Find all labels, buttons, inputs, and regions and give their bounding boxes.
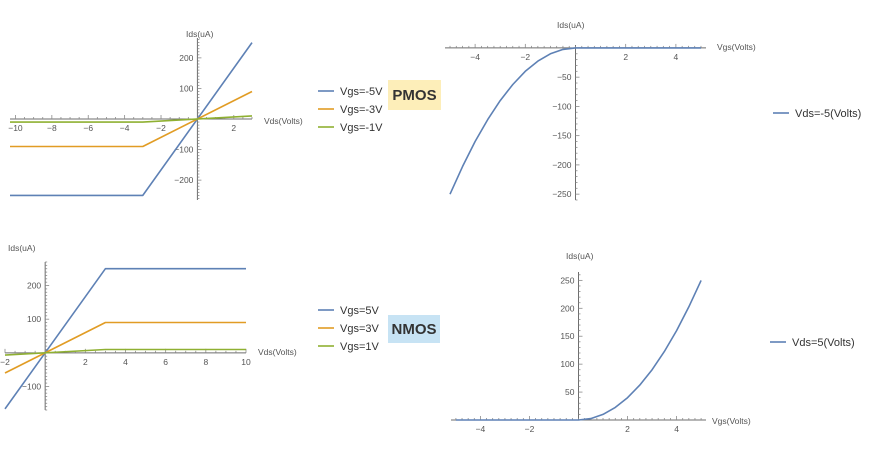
x-tick-label: 4 [674, 52, 679, 62]
y-tick-label: −150 [552, 131, 571, 141]
x-tick-label: 6 [163, 357, 168, 367]
x-axis-label: Vds(Volts) [258, 347, 297, 357]
legend-label: Vds=-5(Volts) [795, 108, 861, 120]
x-tick-label: −4 [120, 123, 130, 133]
y-tick-label: −100 [174, 145, 193, 155]
y-tick-label: 200 [560, 303, 574, 313]
badge-background [388, 315, 440, 343]
series-line-1 [10, 42, 253, 197]
x-tick-label: −4 [476, 424, 486, 434]
y-tick-label: 200 [27, 281, 41, 291]
y-tick-label: 250 [560, 275, 574, 285]
x-tick-label: 2 [231, 123, 236, 133]
x-tick-label: −6 [83, 123, 93, 133]
y-tick-label: 100 [560, 359, 574, 369]
chart-panel-3: −2 2 4 6 8 10 −100 100 200 Vds(Volts) Ids(uA) Vgs=5… [0, 243, 440, 411]
series-line-2 [10, 90, 253, 148]
x-tick-label: −2 [156, 123, 166, 133]
x-tick-label: 2 [623, 52, 628, 62]
x-tick-label: −2 [520, 52, 530, 62]
chart-panel-4: −4 −2 2 4 50 100 150 200 250 Vgs(Volts) Ids(uA) Vds… [451, 251, 855, 434]
y-tick-label: −250 [552, 189, 571, 199]
x-axis-label: Vds(Volts) [264, 116, 303, 126]
series-line-1 [4, 267, 246, 410]
badge-label-nmos: NMOS [392, 321, 437, 338]
chart-panel-2: −4 −2 2 4 −50 −100 −150 −200 −250 Vgs(Volts) Ids(u… [445, 20, 861, 201]
x-tick-label: −8 [47, 123, 57, 133]
legend-label: Vgs=-3V [340, 104, 383, 116]
series-line-3 [10, 115, 253, 123]
y-axis-label: Ids(uA) [557, 20, 585, 30]
x-tick-label: 8 [203, 357, 208, 367]
x-tick-label: 10 [241, 357, 251, 367]
series-line-1 [449, 47, 701, 195]
y-axis-label: Ids(uA) [8, 243, 36, 253]
x-tick-label: 2 [83, 357, 88, 367]
x-tick-label: 2 [625, 424, 630, 434]
y-tick-label: 100 [179, 83, 193, 93]
y-tick-label: −100 [552, 101, 571, 111]
legend-label: Vgs=1V [340, 341, 379, 353]
y-axis-label: Ids(uA) [566, 251, 594, 261]
y-tick-label: 150 [560, 331, 574, 341]
legend-label: Vgs=-5V [340, 86, 383, 98]
x-tick-label: 4 [674, 424, 679, 434]
badge-background [388, 80, 441, 110]
x-tick-label: −2 [525, 424, 535, 434]
x-axis-label: Vgs(Volts) [712, 416, 751, 426]
y-tick-label: −200 [552, 160, 571, 170]
x-tick-label: −2 [0, 357, 10, 367]
legend-label: Vds=5(Volts) [792, 337, 855, 349]
badge-label-pmos: PMOS [392, 87, 436, 104]
y-tick-label: 50 [565, 387, 575, 397]
x-tick-label: −4 [470, 52, 480, 62]
series-line-3 [4, 348, 246, 356]
series-line-2 [4, 321, 246, 374]
x-axis-label: Vgs(Volts) [717, 42, 756, 52]
y-tick-label: −200 [174, 175, 193, 185]
legend-label: Vgs=-1V [340, 122, 383, 134]
legend-label: Vgs=5V [340, 305, 379, 317]
y-tick-label: −50 [557, 72, 572, 82]
y-axis-label: Ids(uA) [186, 29, 214, 39]
y-tick-label: 100 [27, 314, 41, 324]
x-tick-label: −10 [8, 123, 23, 133]
series-line-1 [455, 280, 702, 421]
y-tick-label: 200 [179, 53, 193, 63]
y-tick-label: −100 [22, 381, 41, 391]
x-tick-label: 4 [123, 357, 128, 367]
legend-label: Vgs=3V [340, 323, 379, 335]
chart-panel-1: −10 −8 −6 −4 −2 2 −200 −100 100 200 Vds(Volts) Ids(… [8, 29, 441, 200]
